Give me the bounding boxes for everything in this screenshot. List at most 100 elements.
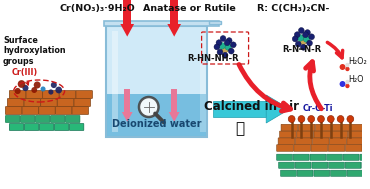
Circle shape — [345, 84, 350, 88]
FancyBboxPatch shape — [9, 91, 26, 98]
FancyBboxPatch shape — [363, 145, 370, 151]
FancyBboxPatch shape — [65, 116, 80, 122]
FancyBboxPatch shape — [327, 154, 342, 160]
FancyBboxPatch shape — [7, 99, 24, 106]
FancyBboxPatch shape — [333, 124, 349, 131]
Text: Anatase or Rutile: Anatase or Rutile — [142, 4, 235, 13]
Circle shape — [225, 43, 232, 50]
FancyBboxPatch shape — [39, 107, 55, 114]
Polygon shape — [167, 24, 181, 37]
Polygon shape — [122, 112, 132, 122]
Polygon shape — [266, 95, 290, 123]
FancyBboxPatch shape — [313, 138, 329, 145]
FancyBboxPatch shape — [277, 154, 292, 160]
Text: Deionized water: Deionized water — [112, 119, 201, 129]
FancyBboxPatch shape — [24, 99, 41, 106]
FancyBboxPatch shape — [41, 99, 57, 106]
FancyBboxPatch shape — [294, 145, 310, 151]
Circle shape — [48, 89, 53, 94]
FancyBboxPatch shape — [314, 170, 330, 176]
FancyBboxPatch shape — [57, 99, 74, 106]
Text: R: C(CH₃)₂CN-: R: C(CH₃)₂CN- — [258, 4, 330, 13]
FancyBboxPatch shape — [54, 124, 69, 130]
FancyBboxPatch shape — [74, 99, 90, 106]
Circle shape — [50, 81, 57, 89]
Circle shape — [214, 44, 220, 50]
FancyArrowPatch shape — [306, 62, 321, 109]
Circle shape — [14, 87, 21, 95]
Circle shape — [228, 48, 234, 54]
FancyBboxPatch shape — [281, 124, 298, 131]
Circle shape — [288, 115, 295, 122]
Circle shape — [31, 87, 37, 93]
Text: H₂O: H₂O — [349, 74, 364, 84]
Bar — [104, 21, 219, 26]
FancyBboxPatch shape — [347, 170, 363, 176]
Circle shape — [231, 42, 236, 48]
Polygon shape — [107, 94, 206, 136]
Circle shape — [222, 45, 229, 53]
Polygon shape — [169, 112, 179, 122]
Polygon shape — [120, 24, 134, 37]
Circle shape — [305, 30, 310, 36]
Circle shape — [309, 34, 314, 40]
Circle shape — [345, 80, 350, 84]
FancyBboxPatch shape — [314, 131, 330, 138]
Circle shape — [345, 63, 350, 67]
Text: Cr(NO₃)₃·9H₂O: Cr(NO₃)₃·9H₂O — [60, 4, 136, 13]
Circle shape — [56, 87, 62, 93]
Circle shape — [340, 81, 346, 87]
Circle shape — [34, 82, 40, 88]
Text: H₂O₂: H₂O₂ — [349, 57, 367, 66]
FancyBboxPatch shape — [6, 116, 20, 122]
Bar — [112, 31, 118, 132]
Bar — [171, 89, 177, 112]
FancyBboxPatch shape — [298, 124, 315, 131]
Circle shape — [292, 36, 298, 42]
FancyBboxPatch shape — [350, 124, 366, 131]
FancyBboxPatch shape — [330, 138, 346, 145]
FancyBboxPatch shape — [280, 131, 296, 138]
Circle shape — [337, 115, 344, 122]
FancyBboxPatch shape — [280, 170, 296, 176]
FancyBboxPatch shape — [59, 91, 76, 98]
Bar — [124, 0, 131, 24]
Circle shape — [22, 85, 28, 91]
FancyBboxPatch shape — [43, 91, 59, 98]
FancyBboxPatch shape — [362, 162, 370, 168]
Polygon shape — [209, 21, 221, 24]
FancyBboxPatch shape — [364, 138, 370, 145]
Circle shape — [317, 115, 324, 122]
FancyBboxPatch shape — [51, 116, 65, 122]
Text: R-HN-NH-R: R-HN-NH-R — [188, 54, 239, 63]
Circle shape — [139, 97, 158, 117]
FancyBboxPatch shape — [297, 131, 313, 138]
Circle shape — [300, 44, 306, 50]
Text: 🔥: 🔥 — [235, 122, 244, 136]
Text: Surface
hydroxylation
groups: Surface hydroxylation groups — [3, 36, 65, 66]
FancyArrowPatch shape — [239, 64, 290, 111]
Text: Cr(III): Cr(III) — [11, 68, 38, 85]
FancyBboxPatch shape — [360, 154, 370, 160]
FancyBboxPatch shape — [22, 107, 38, 114]
FancyBboxPatch shape — [295, 138, 312, 145]
Circle shape — [219, 43, 225, 49]
Circle shape — [327, 115, 334, 122]
FancyBboxPatch shape — [6, 107, 22, 114]
FancyArrowPatch shape — [327, 42, 343, 58]
Circle shape — [303, 36, 310, 42]
Circle shape — [295, 41, 301, 47]
FancyBboxPatch shape — [366, 131, 370, 138]
FancyBboxPatch shape — [279, 162, 295, 168]
Circle shape — [303, 32, 308, 38]
Polygon shape — [106, 26, 208, 137]
Circle shape — [345, 67, 350, 71]
FancyBboxPatch shape — [346, 145, 362, 151]
Circle shape — [222, 52, 228, 58]
FancyBboxPatch shape — [367, 124, 370, 131]
Circle shape — [220, 36, 226, 41]
FancyBboxPatch shape — [36, 116, 50, 122]
FancyBboxPatch shape — [40, 124, 54, 130]
FancyBboxPatch shape — [330, 170, 346, 176]
Text: R-N═N-R: R-N═N-R — [282, 45, 321, 54]
